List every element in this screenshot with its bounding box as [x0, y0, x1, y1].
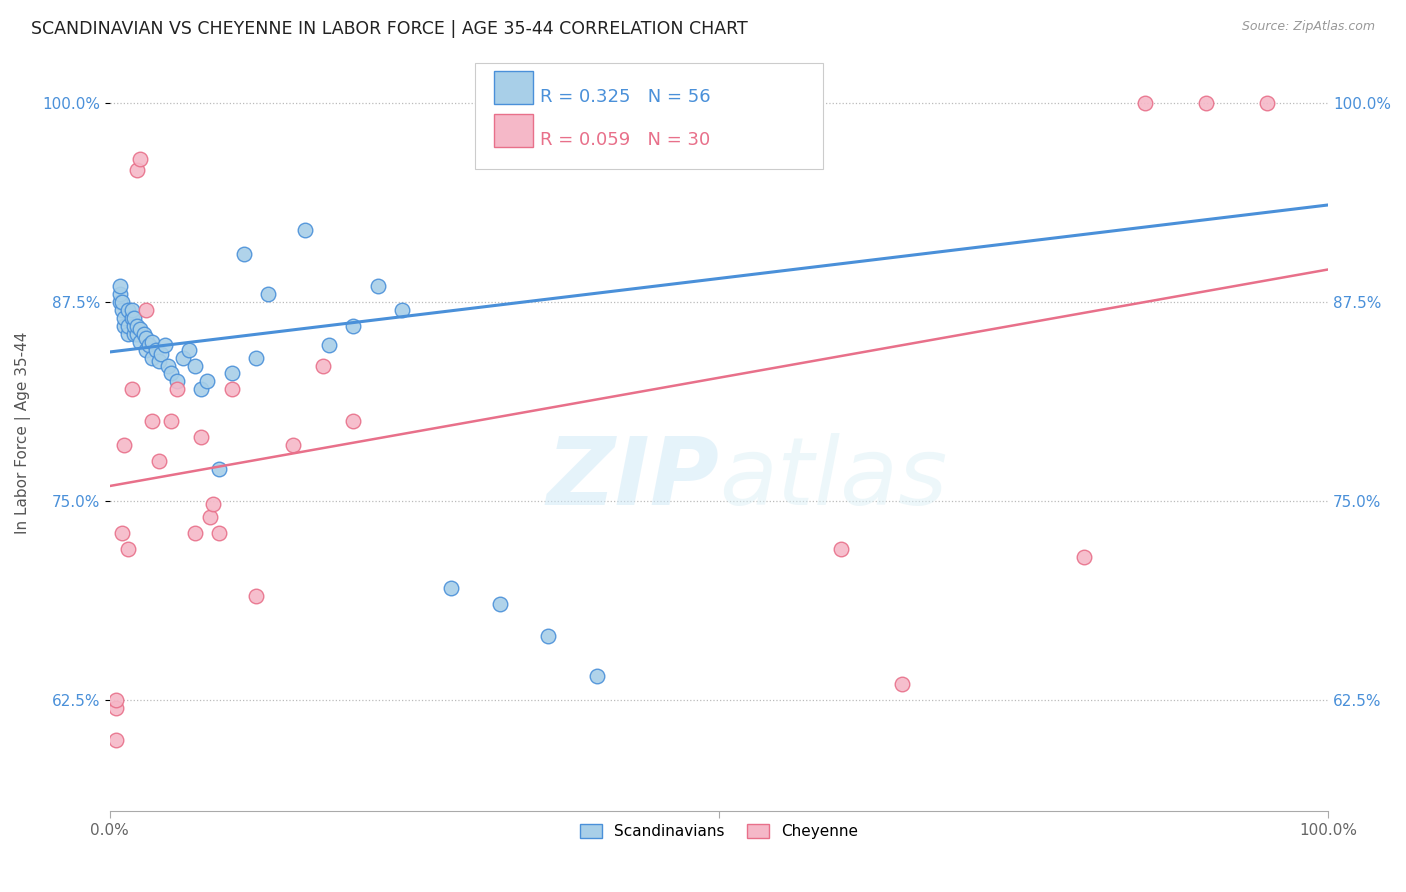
Point — [190, 430, 212, 444]
Point — [135, 331, 157, 345]
Point — [129, 334, 152, 349]
Point — [1135, 95, 1157, 110]
Point — [157, 359, 180, 373]
Point — [342, 414, 364, 428]
Point — [830, 541, 852, 556]
Point — [117, 302, 139, 317]
Point — [153, 338, 176, 352]
Point — [318, 338, 340, 352]
Point — [121, 302, 143, 317]
Point — [184, 359, 207, 373]
Point — [733, 95, 755, 110]
Point — [108, 286, 131, 301]
Point — [647, 95, 669, 110]
Point — [125, 318, 148, 333]
Text: ZIP: ZIP — [546, 433, 718, 524]
Point — [488, 597, 510, 611]
Point — [111, 302, 134, 317]
Point — [367, 279, 389, 293]
Point — [121, 383, 143, 397]
Point — [150, 347, 173, 361]
Point — [114, 318, 136, 333]
Point — [108, 294, 131, 309]
Point — [117, 326, 139, 341]
Point — [135, 343, 157, 357]
Point — [166, 375, 188, 389]
Point — [769, 95, 792, 110]
Point — [148, 353, 170, 368]
Text: SCANDINAVIAN VS CHEYENNE IN LABOR FORCE | AGE 35-44 CORRELATION CHART: SCANDINAVIAN VS CHEYENNE IN LABOR FORCE … — [31, 20, 748, 37]
Point — [221, 383, 243, 397]
Point — [104, 700, 127, 714]
Point — [312, 359, 335, 373]
Point — [104, 692, 127, 706]
Point — [890, 677, 912, 691]
Point — [245, 351, 267, 365]
Point — [202, 497, 225, 511]
Point — [257, 286, 280, 301]
Point — [1073, 549, 1095, 564]
Point — [221, 367, 243, 381]
Point — [129, 322, 152, 336]
Point — [184, 525, 207, 540]
Point — [138, 338, 160, 352]
Point — [172, 351, 194, 365]
Point — [114, 310, 136, 325]
Point — [111, 294, 134, 309]
Point — [129, 152, 152, 166]
Point — [111, 525, 134, 540]
Point — [391, 302, 413, 317]
Y-axis label: In Labor Force | Age 35-44: In Labor Force | Age 35-44 — [15, 332, 31, 534]
Point — [166, 383, 188, 397]
Point — [104, 732, 127, 747]
Point — [195, 375, 218, 389]
Point — [135, 302, 157, 317]
Point — [232, 247, 254, 261]
Point — [586, 669, 609, 683]
Point — [683, 95, 706, 110]
Point — [208, 525, 231, 540]
Point — [141, 334, 163, 349]
FancyBboxPatch shape — [494, 114, 533, 147]
Point — [440, 582, 463, 596]
Point — [342, 318, 364, 333]
Point — [145, 343, 167, 357]
FancyBboxPatch shape — [475, 62, 823, 169]
Point — [117, 318, 139, 333]
Point — [707, 95, 730, 110]
Point — [281, 438, 304, 452]
Point — [198, 509, 221, 524]
Point — [190, 383, 212, 397]
FancyBboxPatch shape — [494, 71, 533, 104]
Point — [159, 367, 181, 381]
Point — [141, 351, 163, 365]
Point — [1256, 95, 1278, 110]
Point — [141, 414, 163, 428]
Point — [108, 279, 131, 293]
Text: R = 0.059   N = 30: R = 0.059 N = 30 — [540, 131, 710, 149]
Point — [122, 326, 145, 341]
Point — [159, 414, 181, 428]
Point — [148, 454, 170, 468]
Point — [1195, 95, 1218, 110]
Point — [294, 223, 316, 237]
Point — [125, 162, 148, 177]
Text: R = 0.325   N = 56: R = 0.325 N = 56 — [540, 87, 710, 105]
Text: atlas: atlas — [718, 433, 948, 524]
Point — [114, 438, 136, 452]
Point — [537, 629, 560, 643]
Point — [117, 541, 139, 556]
Legend: Scandinavians, Cheyenne: Scandinavians, Cheyenne — [574, 818, 863, 845]
Point — [122, 318, 145, 333]
Point — [122, 310, 145, 325]
Point — [125, 326, 148, 341]
Point — [132, 326, 155, 341]
Point — [245, 590, 267, 604]
Point — [177, 343, 200, 357]
Text: Source: ZipAtlas.com: Source: ZipAtlas.com — [1241, 20, 1375, 33]
Point — [121, 310, 143, 325]
Point — [208, 462, 231, 476]
